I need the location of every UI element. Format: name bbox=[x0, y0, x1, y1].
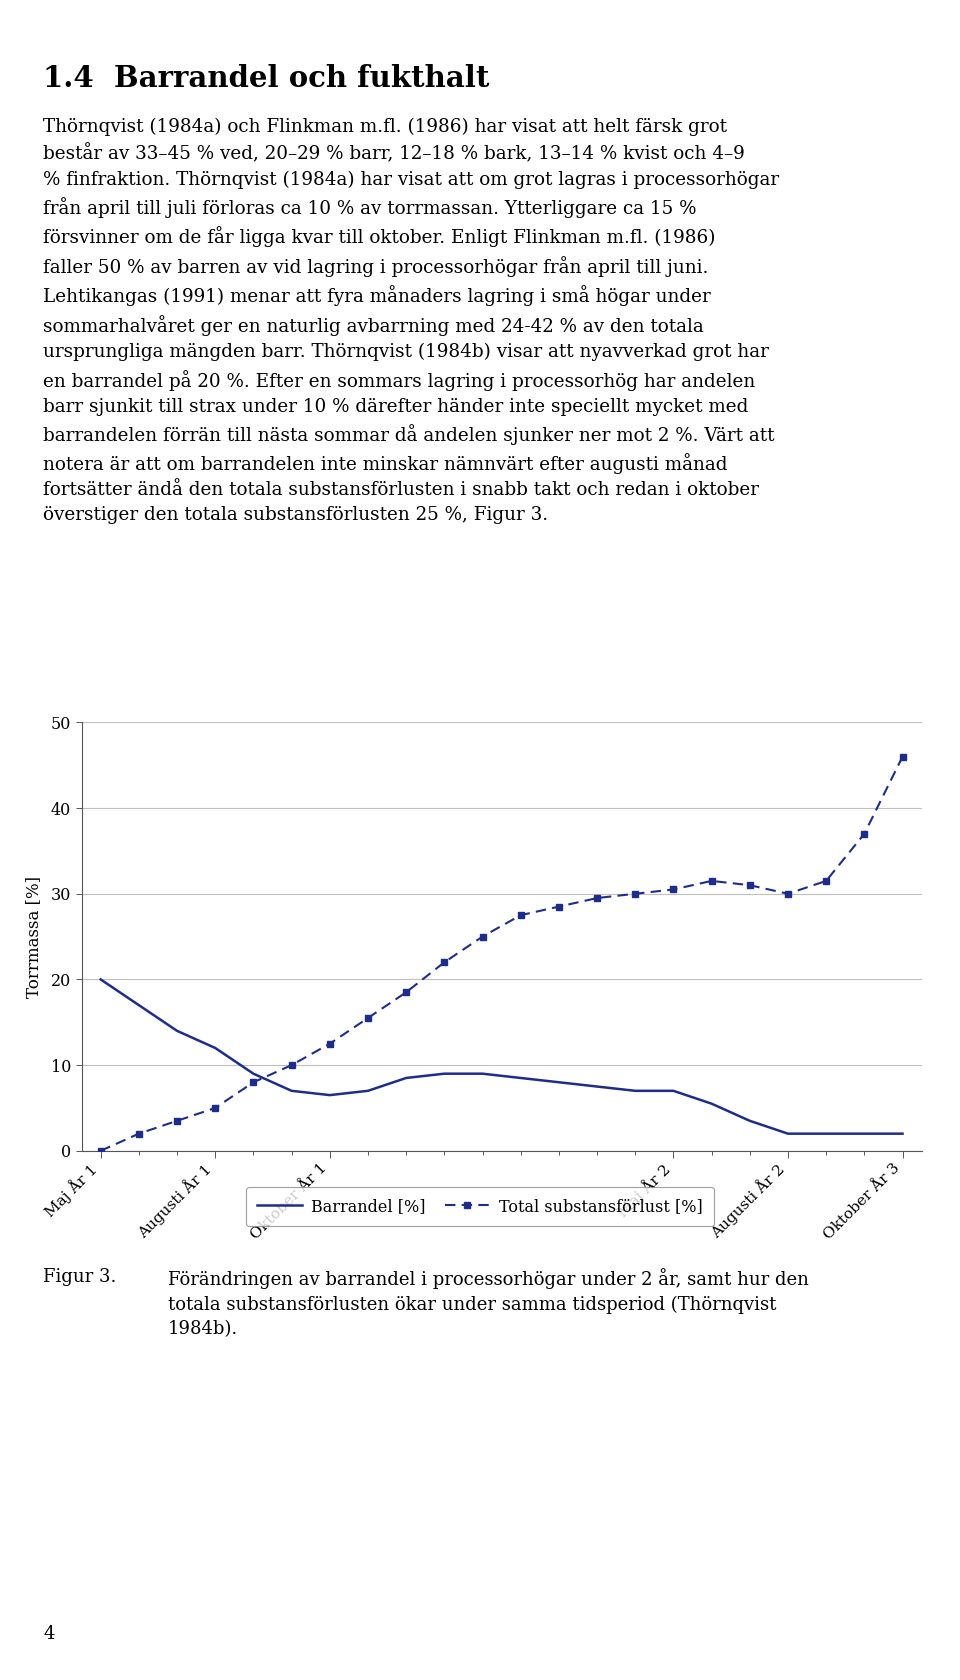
Text: Förändringen av barrandel i processorhögar under 2 år, samt hur den
totala subst: Förändringen av barrandel i processorhög… bbox=[168, 1268, 809, 1339]
Text: Thörnqvist (1984a) och Flinkman m.fl. (1986) har visat att helt färsk grot
bestå: Thörnqvist (1984a) och Flinkman m.fl. (1… bbox=[43, 118, 780, 524]
Text: Figur 3.: Figur 3. bbox=[43, 1268, 116, 1287]
Text: 1.4  Barrandel och fukthalt: 1.4 Barrandel och fukthalt bbox=[43, 64, 490, 92]
Text: 4: 4 bbox=[43, 1625, 55, 1643]
Legend: Barrandel [%], Total substansförlust [%]: Barrandel [%], Total substansförlust [%] bbox=[246, 1186, 714, 1226]
Y-axis label: Torrmassa [%]: Torrmassa [%] bbox=[26, 875, 42, 998]
